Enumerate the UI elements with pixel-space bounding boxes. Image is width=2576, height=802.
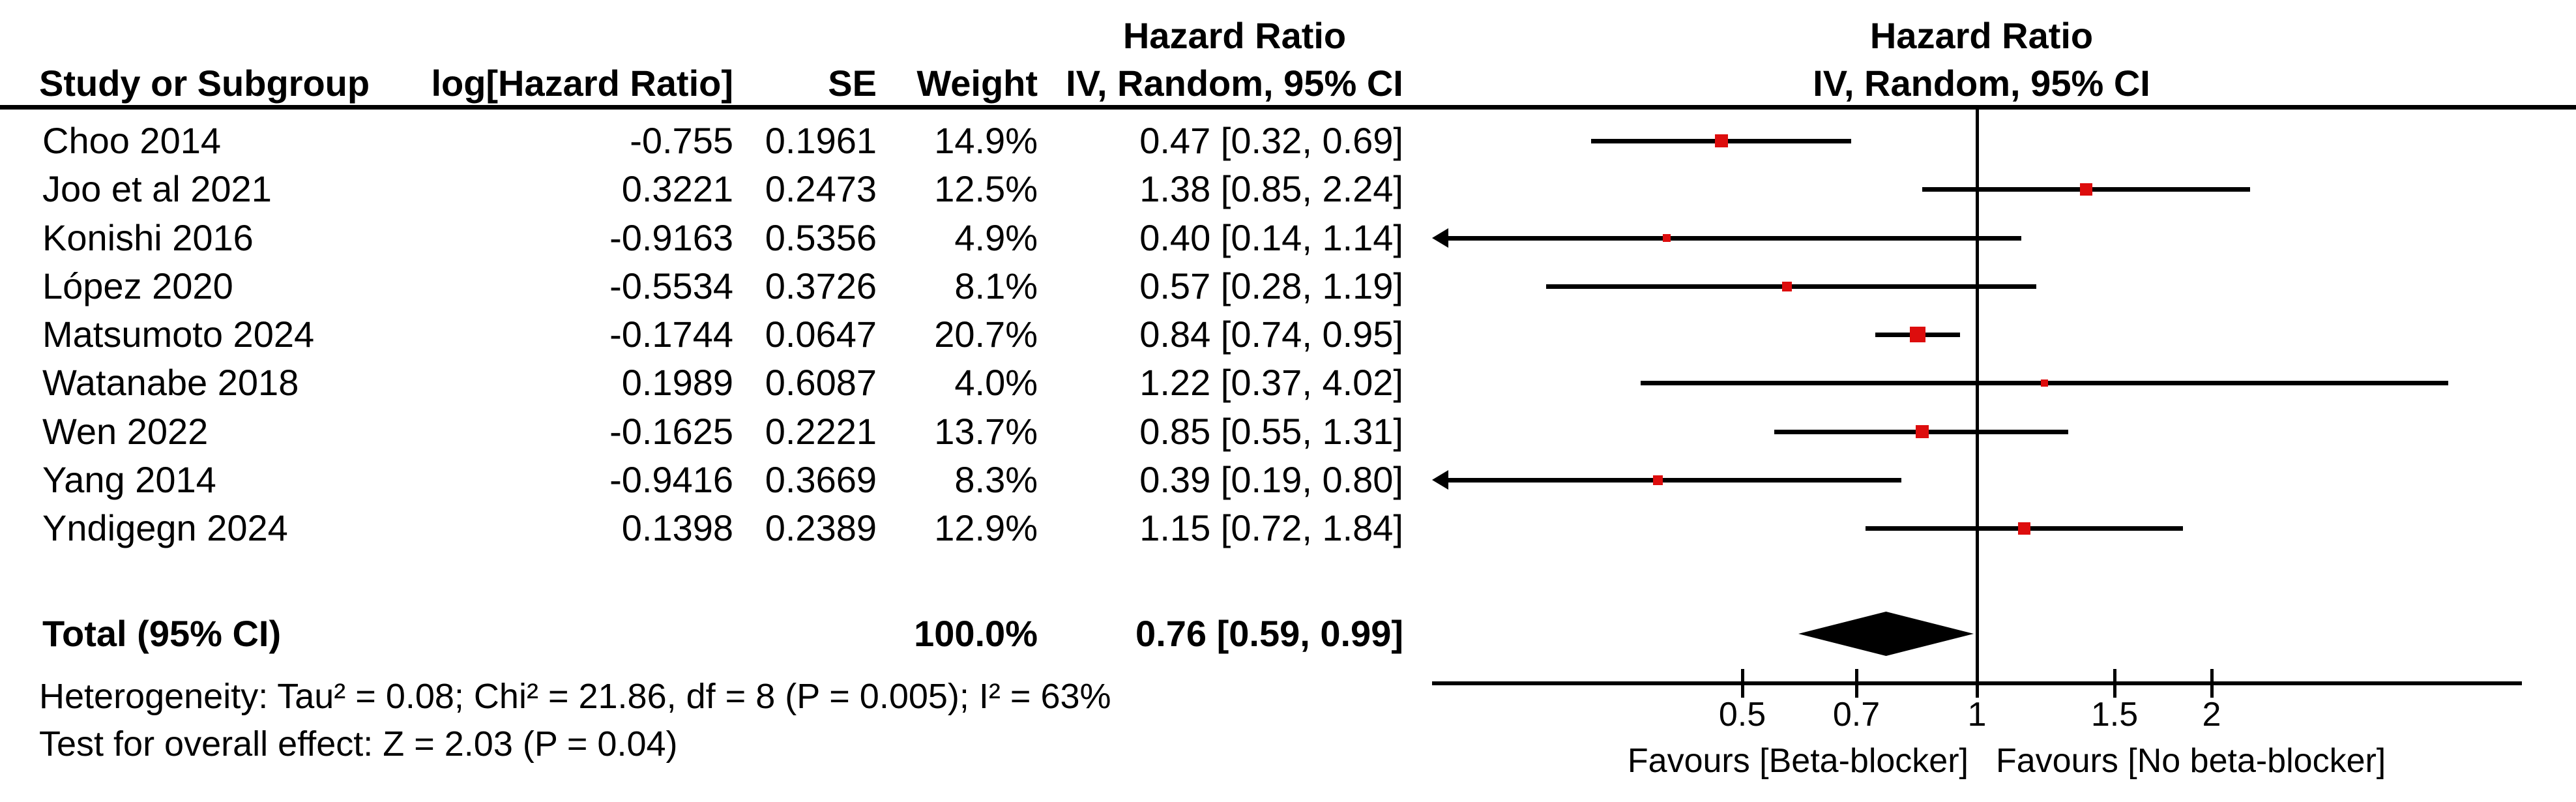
- ci-arrow-left: [1432, 470, 1448, 490]
- study-se: 0.6087: [765, 362, 877, 403]
- favours-left-label: Favours [Beta-blocker]: [1627, 742, 1969, 780]
- study-log-hr: -0.1744: [609, 314, 733, 355]
- study-weight: 13.7%: [934, 411, 1038, 452]
- study-ci-text: 1.15 [0.72, 1.84]: [1139, 507, 1403, 548]
- study-ci-text: 1.38 [0.85, 2.24]: [1139, 168, 1403, 209]
- x-axis-tick: [1741, 669, 1744, 698]
- study-se: 0.1961: [765, 120, 877, 161]
- effect-marker: [2041, 379, 2048, 387]
- effect-column-header-line2: IV, Random, 95% CI: [1066, 63, 1403, 104]
- study-se: 0.3726: [765, 265, 877, 306]
- total-weight: 100.0%: [914, 613, 1038, 654]
- favours-right-label: Favours [No beta-blocker]: [1996, 742, 2386, 780]
- heterogeneity-text: Heterogeneity: Tau² = 0.08; Chi² = 21.86…: [39, 677, 1111, 716]
- study-name: Matsumoto 2024: [42, 314, 315, 355]
- x-axis-tick: [2113, 669, 2116, 698]
- x-axis-tick: [1976, 669, 1979, 698]
- log-hr-column-header: log[Hazard Ratio]: [431, 63, 733, 104]
- study-ci-text: 0.39 [0.19, 0.80]: [1139, 459, 1403, 500]
- study-ci-text: 0.47 [0.32, 0.69]: [1139, 120, 1403, 161]
- study-ci-text: 0.84 [0.74, 0.95]: [1139, 314, 1403, 355]
- study-log-hr: -0.9163: [609, 217, 733, 258]
- x-axis-tick-label: 1.5: [2090, 696, 2139, 734]
- study-se: 0.0647: [765, 314, 877, 355]
- study-weight: 8.1%: [954, 265, 1038, 306]
- study-name: Yang 2014: [42, 459, 216, 500]
- effect-marker: [1715, 134, 1728, 147]
- study-ci-text: 0.57 [0.28, 1.19]: [1139, 265, 1403, 306]
- study-weight: 8.3%: [954, 459, 1038, 500]
- study-log-hr: -0.5534: [609, 265, 733, 306]
- header-rule: [0, 105, 2576, 110]
- study-name: Choo 2014: [42, 120, 222, 161]
- plot-column-header-line1: Hazard Ratio: [1869, 15, 2094, 56]
- study-name: Joo et al 2021: [42, 168, 272, 209]
- null-effect-line: [1976, 108, 1979, 683]
- ci-line: [1447, 236, 2021, 241]
- study-se: 0.2473: [765, 168, 877, 209]
- study-weight: 12.9%: [934, 507, 1038, 548]
- study-se: 0.2221: [765, 411, 877, 452]
- study-se: 0.3669: [765, 459, 877, 500]
- effect-marker: [2018, 522, 2030, 535]
- effect-column-header-line1: Hazard Ratio: [1122, 15, 1347, 56]
- study-weight: 4.0%: [954, 362, 1038, 403]
- study-se: 0.5356: [765, 217, 877, 258]
- x-axis-tick-label: 0.7: [1832, 696, 1881, 734]
- study-weight: 20.7%: [934, 314, 1038, 355]
- study-ci-text: 1.22 [0.37, 4.02]: [1139, 362, 1403, 403]
- study-name: Konishi 2016: [42, 217, 254, 258]
- effect-marker: [2080, 183, 2092, 196]
- study-log-hr: -0.755: [630, 120, 733, 161]
- x-axis-tick-label: 0.5: [1718, 696, 1766, 734]
- study-weight: 12.5%: [934, 168, 1038, 209]
- effect-marker: [1782, 282, 1792, 291]
- weight-column-header: Weight: [916, 63, 1038, 104]
- ci-arrow-left: [1432, 228, 1448, 248]
- study-ci-text: 0.85 [0.55, 1.31]: [1139, 411, 1403, 452]
- study-weight: 4.9%: [954, 217, 1038, 258]
- study-name: Yndigegn 2024: [42, 507, 288, 548]
- total-label: Total (95% CI): [42, 613, 282, 654]
- study-log-hr: -0.9416: [609, 459, 733, 500]
- study-name: Wen 2022: [42, 411, 209, 452]
- study-log-hr: -0.1625: [609, 411, 733, 452]
- study-log-hr: 0.1989: [621, 362, 733, 403]
- x-axis-tick-label: 1: [1967, 696, 1987, 734]
- x-axis-tick: [2210, 669, 2214, 698]
- total-ci-text: 0.76 [0.59, 0.99]: [1135, 613, 1403, 654]
- study-name: López 2020: [42, 265, 233, 306]
- effect-marker: [1916, 425, 1929, 438]
- study-se: 0.2389: [765, 507, 877, 548]
- se-column-header: SE: [828, 63, 877, 104]
- study-log-hr: 0.3221: [621, 168, 733, 209]
- study-log-hr: 0.1398: [621, 507, 733, 548]
- x-axis-tick-label: 2: [2202, 696, 2221, 734]
- overall-effect-text: Test for overall effect: Z = 2.03 (P = 0…: [39, 724, 678, 764]
- plot-column-header-line2: IV, Random, 95% CI: [1813, 63, 2150, 104]
- x-axis-tick: [1855, 669, 1858, 698]
- effect-marker: [1910, 327, 1925, 342]
- ci-line: [1447, 478, 1901, 483]
- study-column-header: Study or Subgroup: [39, 63, 370, 104]
- study-ci-text: 0.40 [0.14, 1.14]: [1139, 217, 1403, 258]
- pooled-diamond: [1798, 612, 1974, 656]
- study-name: Watanabe 2018: [42, 362, 299, 403]
- effect-marker: [1653, 475, 1663, 485]
- study-weight: 14.9%: [934, 120, 1038, 161]
- effect-marker: [1663, 234, 1671, 242]
